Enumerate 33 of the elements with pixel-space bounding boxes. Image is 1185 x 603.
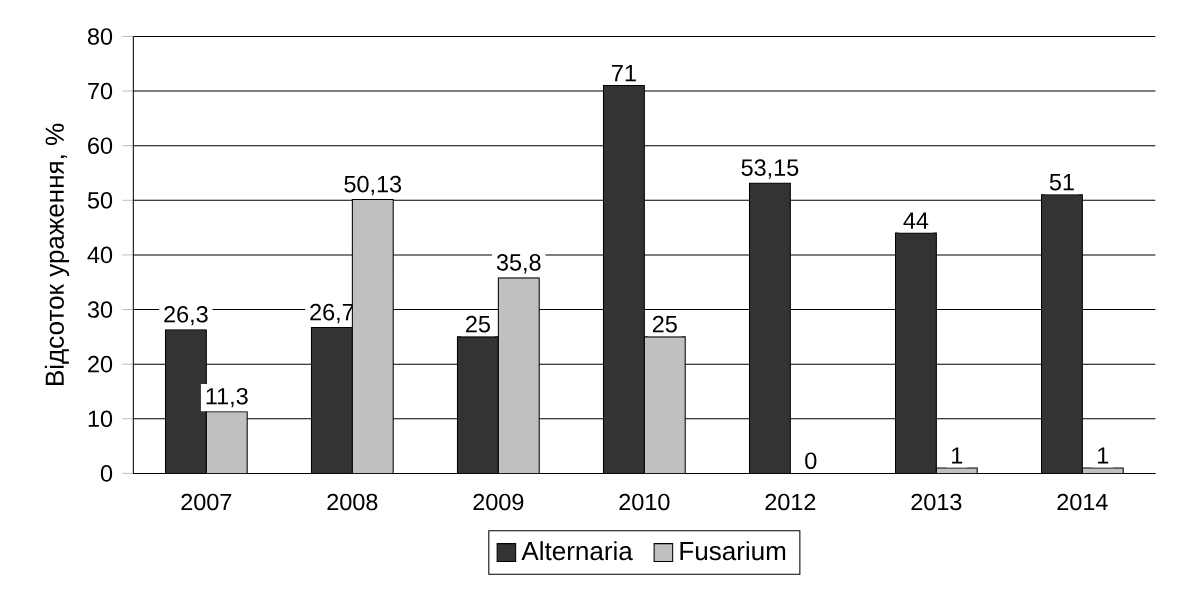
x-tick-label: 2012 — [765, 493, 816, 511]
data-label: 35,8 — [496, 254, 541, 274]
legend-label: Fusarium — [680, 541, 786, 561]
x-tick-label: 2008 — [327, 493, 378, 511]
data-label: 1 — [952, 447, 963, 464]
y-tick-label: 10 — [88, 410, 113, 428]
data-label: 1 — [1098, 447, 1109, 464]
data-label: 50,13 — [344, 175, 402, 196]
y-tick-label: 0 — [100, 465, 113, 482]
data-label: 71 — [612, 65, 636, 82]
legend-label: Alternaria — [521, 541, 633, 561]
x-tick-label: 2013 — [911, 493, 962, 511]
y-axis-title: Відсоток ураження, % — [44, 123, 70, 385]
y-tick-label: 70 — [88, 82, 113, 100]
x-tick-label: 2009 — [473, 493, 524, 511]
y-tick-label: 60 — [88, 137, 113, 154]
x-tick-label: 2010 — [619, 493, 670, 511]
data-label: 26,3 — [164, 305, 208, 326]
y-tick-label: 20 — [88, 355, 113, 373]
x-tick-label: 2014 — [1057, 493, 1108, 511]
data-label: 44 — [903, 212, 929, 229]
data-label: 11,3 — [206, 387, 248, 408]
bar — [643, 336, 686, 474]
data-label: 51 — [1049, 174, 1074, 191]
x-tick-label: 2007 — [181, 493, 232, 511]
data-label: 53,15 — [741, 159, 799, 179]
y-tick-label: 80 — [87, 28, 113, 45]
y-tick-label: 30 — [87, 301, 113, 318]
data-label: 0 — [805, 452, 817, 469]
data-label: 25 — [652, 315, 677, 333]
y-tick-label: 50 — [87, 192, 113, 209]
y-tick-label: 40 — [87, 246, 113, 264]
data-label: 25 — [466, 315, 490, 333]
